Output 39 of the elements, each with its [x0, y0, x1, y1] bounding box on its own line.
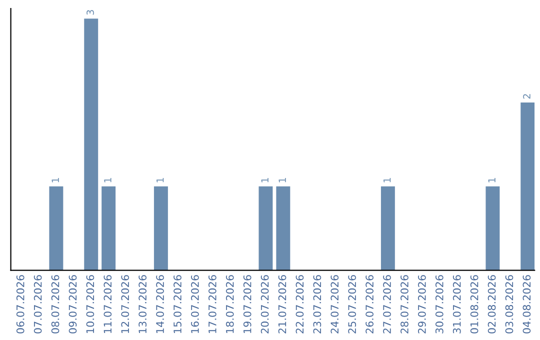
x-tick-label: 16.07.2026 — [191, 275, 199, 333]
x-tick-label: 07.07.2026 — [34, 275, 42, 334]
x-tick-label: 17.07.2026 — [208, 275, 216, 333]
x-tick-label: 23.07.2026 — [313, 275, 322, 334]
data-label: 3 — [86, 10, 94, 15]
x-tick-label: 20.07.2026 — [260, 275, 269, 334]
x-tick-label: 08.07.2026 — [51, 275, 60, 334]
x-tick-label: 15.07.2026 — [174, 275, 182, 333]
x-tick-label: 11.07.2026 — [104, 275, 112, 333]
x-tick-label: 18.07.2026 — [226, 275, 234, 333]
x-tick-label: 19.07.2026 — [243, 275, 252, 333]
x-tick-label: 06.07.2026 — [16, 275, 24, 334]
x-tick-label: 03.08.2026 — [505, 275, 514, 334]
x-tick-label: 09.07.2026 — [68, 275, 77, 334]
x-tick-label: 02.08.2026 — [488, 275, 496, 334]
data-label: 1 — [52, 178, 59, 182]
data-label: 1 — [384, 178, 391, 182]
x-tick-label: 14.07.2026 — [156, 275, 164, 333]
x-tick-label: 29.07.2026 — [418, 275, 426, 334]
x-tick-label: 22.07.2026 — [296, 275, 304, 334]
data-label: 1 — [278, 178, 286, 182]
x-tick-label: 28.07.2026 — [400, 275, 408, 334]
data-label: 1 — [261, 178, 268, 182]
x-tick-label: 04.08.2026 — [522, 275, 531, 334]
x-tick-label: 25.07.2026 — [348, 275, 356, 334]
x-tick-label: 26.07.2026 — [366, 275, 374, 334]
data-label: 2 — [523, 94, 530, 99]
data-label: 1 — [488, 178, 496, 182]
x-tick-label: 31.07.2026 — [452, 275, 461, 334]
x-tick-label: 30.07.2026 — [435, 275, 444, 334]
x-tick-label: 10.07.2026 — [86, 275, 94, 333]
data-label: 1 — [156, 178, 164, 182]
x-tick-label: 27.07.2026 — [383, 275, 391, 334]
x-tick-label: 13.07.2026 — [138, 275, 147, 333]
x-tick-label: 21.07.2026 — [278, 275, 286, 334]
x-tick-label: 12.07.2026 — [121, 275, 130, 333]
x-tick-label: 24.07.2026 — [330, 275, 339, 334]
x-tick-label: 01.08.2026 — [470, 275, 478, 334]
data-label: 1 — [104, 178, 112, 182]
